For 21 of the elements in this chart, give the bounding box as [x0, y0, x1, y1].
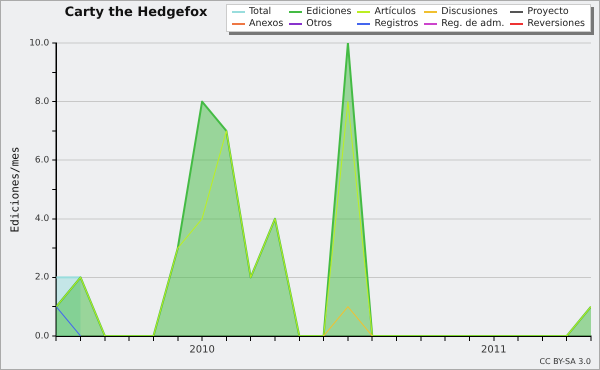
y-axis-title: Ediciones/mes [8, 146, 22, 233]
legend-label: Artículos [374, 6, 416, 18]
y-tick-label: 0.0 [34, 331, 50, 342]
y-tick-label: 8.0 [34, 96, 50, 107]
legend-label: Reg. de adm. [441, 18, 504, 30]
legend-label: Total [248, 6, 272, 18]
legend-label: Ediciones [306, 6, 352, 18]
y-tick-label: 4.0 [34, 214, 50, 224]
chart-title: Carty the Hedgefox [64, 5, 208, 20]
y-tick-label: 2.0 [34, 272, 50, 283]
y-tick-label: 6.0 [34, 156, 50, 166]
legend-label: Anexos [248, 18, 284, 30]
x-tick-label: 2011 [481, 344, 506, 356]
y-tick-label: 10.0 [29, 38, 50, 48]
x-tick-label: 2010 [189, 344, 215, 356]
legend-label: Proyecto [527, 6, 569, 18]
legend-label: Discusiones [441, 6, 498, 18]
legend-label: Otros [306, 18, 332, 30]
legend-label: Registros [374, 18, 418, 30]
text: CC BY-SA 3.0 [539, 357, 591, 366]
legend-label: Reversiones [527, 18, 585, 30]
